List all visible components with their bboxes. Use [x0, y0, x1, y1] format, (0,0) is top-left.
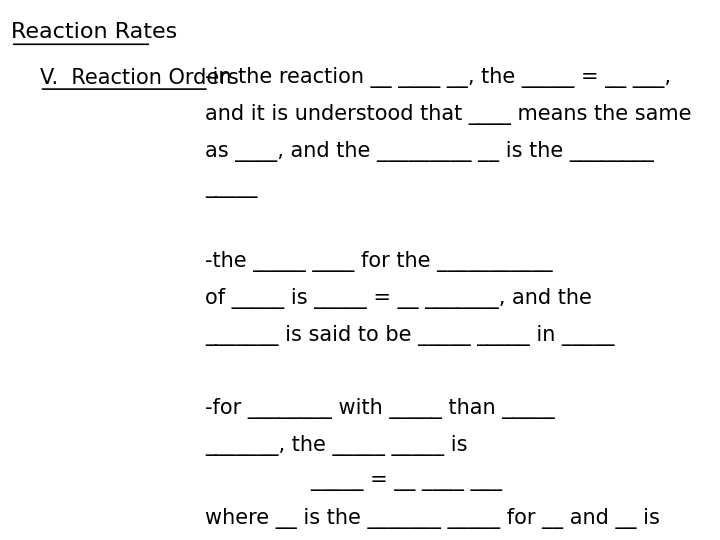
Text: _______, the _____ _____ is: _______, the _____ _____ is	[205, 435, 468, 456]
Text: _____: _____	[205, 178, 258, 198]
Text: -for ________ with _____ than _____: -for ________ with _____ than _____	[205, 398, 555, 419]
Text: as ____, and the _________ __ is the ________: as ____, and the _________ __ is the ___…	[205, 141, 654, 162]
Text: and it is understood that ____ means the same: and it is understood that ____ means the…	[205, 104, 692, 125]
Text: _____ = __ ____ ___: _____ = __ ____ ___	[205, 471, 503, 491]
Text: of _____ is _____ = __ _______, and the: of _____ is _____ = __ _______, and the	[205, 288, 592, 309]
Text: where __ is the _______ _____ for __ and __ is: where __ is the _______ _____ for __ and…	[205, 508, 660, 529]
Text: -the _____ ____ for the ___________: -the _____ ____ for the ___________	[205, 251, 553, 272]
Text: Reaction Rates: Reaction Rates	[11, 22, 177, 42]
Text: V.  Reaction Orders: V. Reaction Orders	[40, 68, 238, 87]
Text: _______ is said to be _____ _____ in _____: _______ is said to be _____ _____ in ___…	[205, 325, 615, 346]
Text: -in the reaction __ ____ __, the _____ = __ ___,: -in the reaction __ ____ __, the _____ =…	[205, 68, 671, 89]
